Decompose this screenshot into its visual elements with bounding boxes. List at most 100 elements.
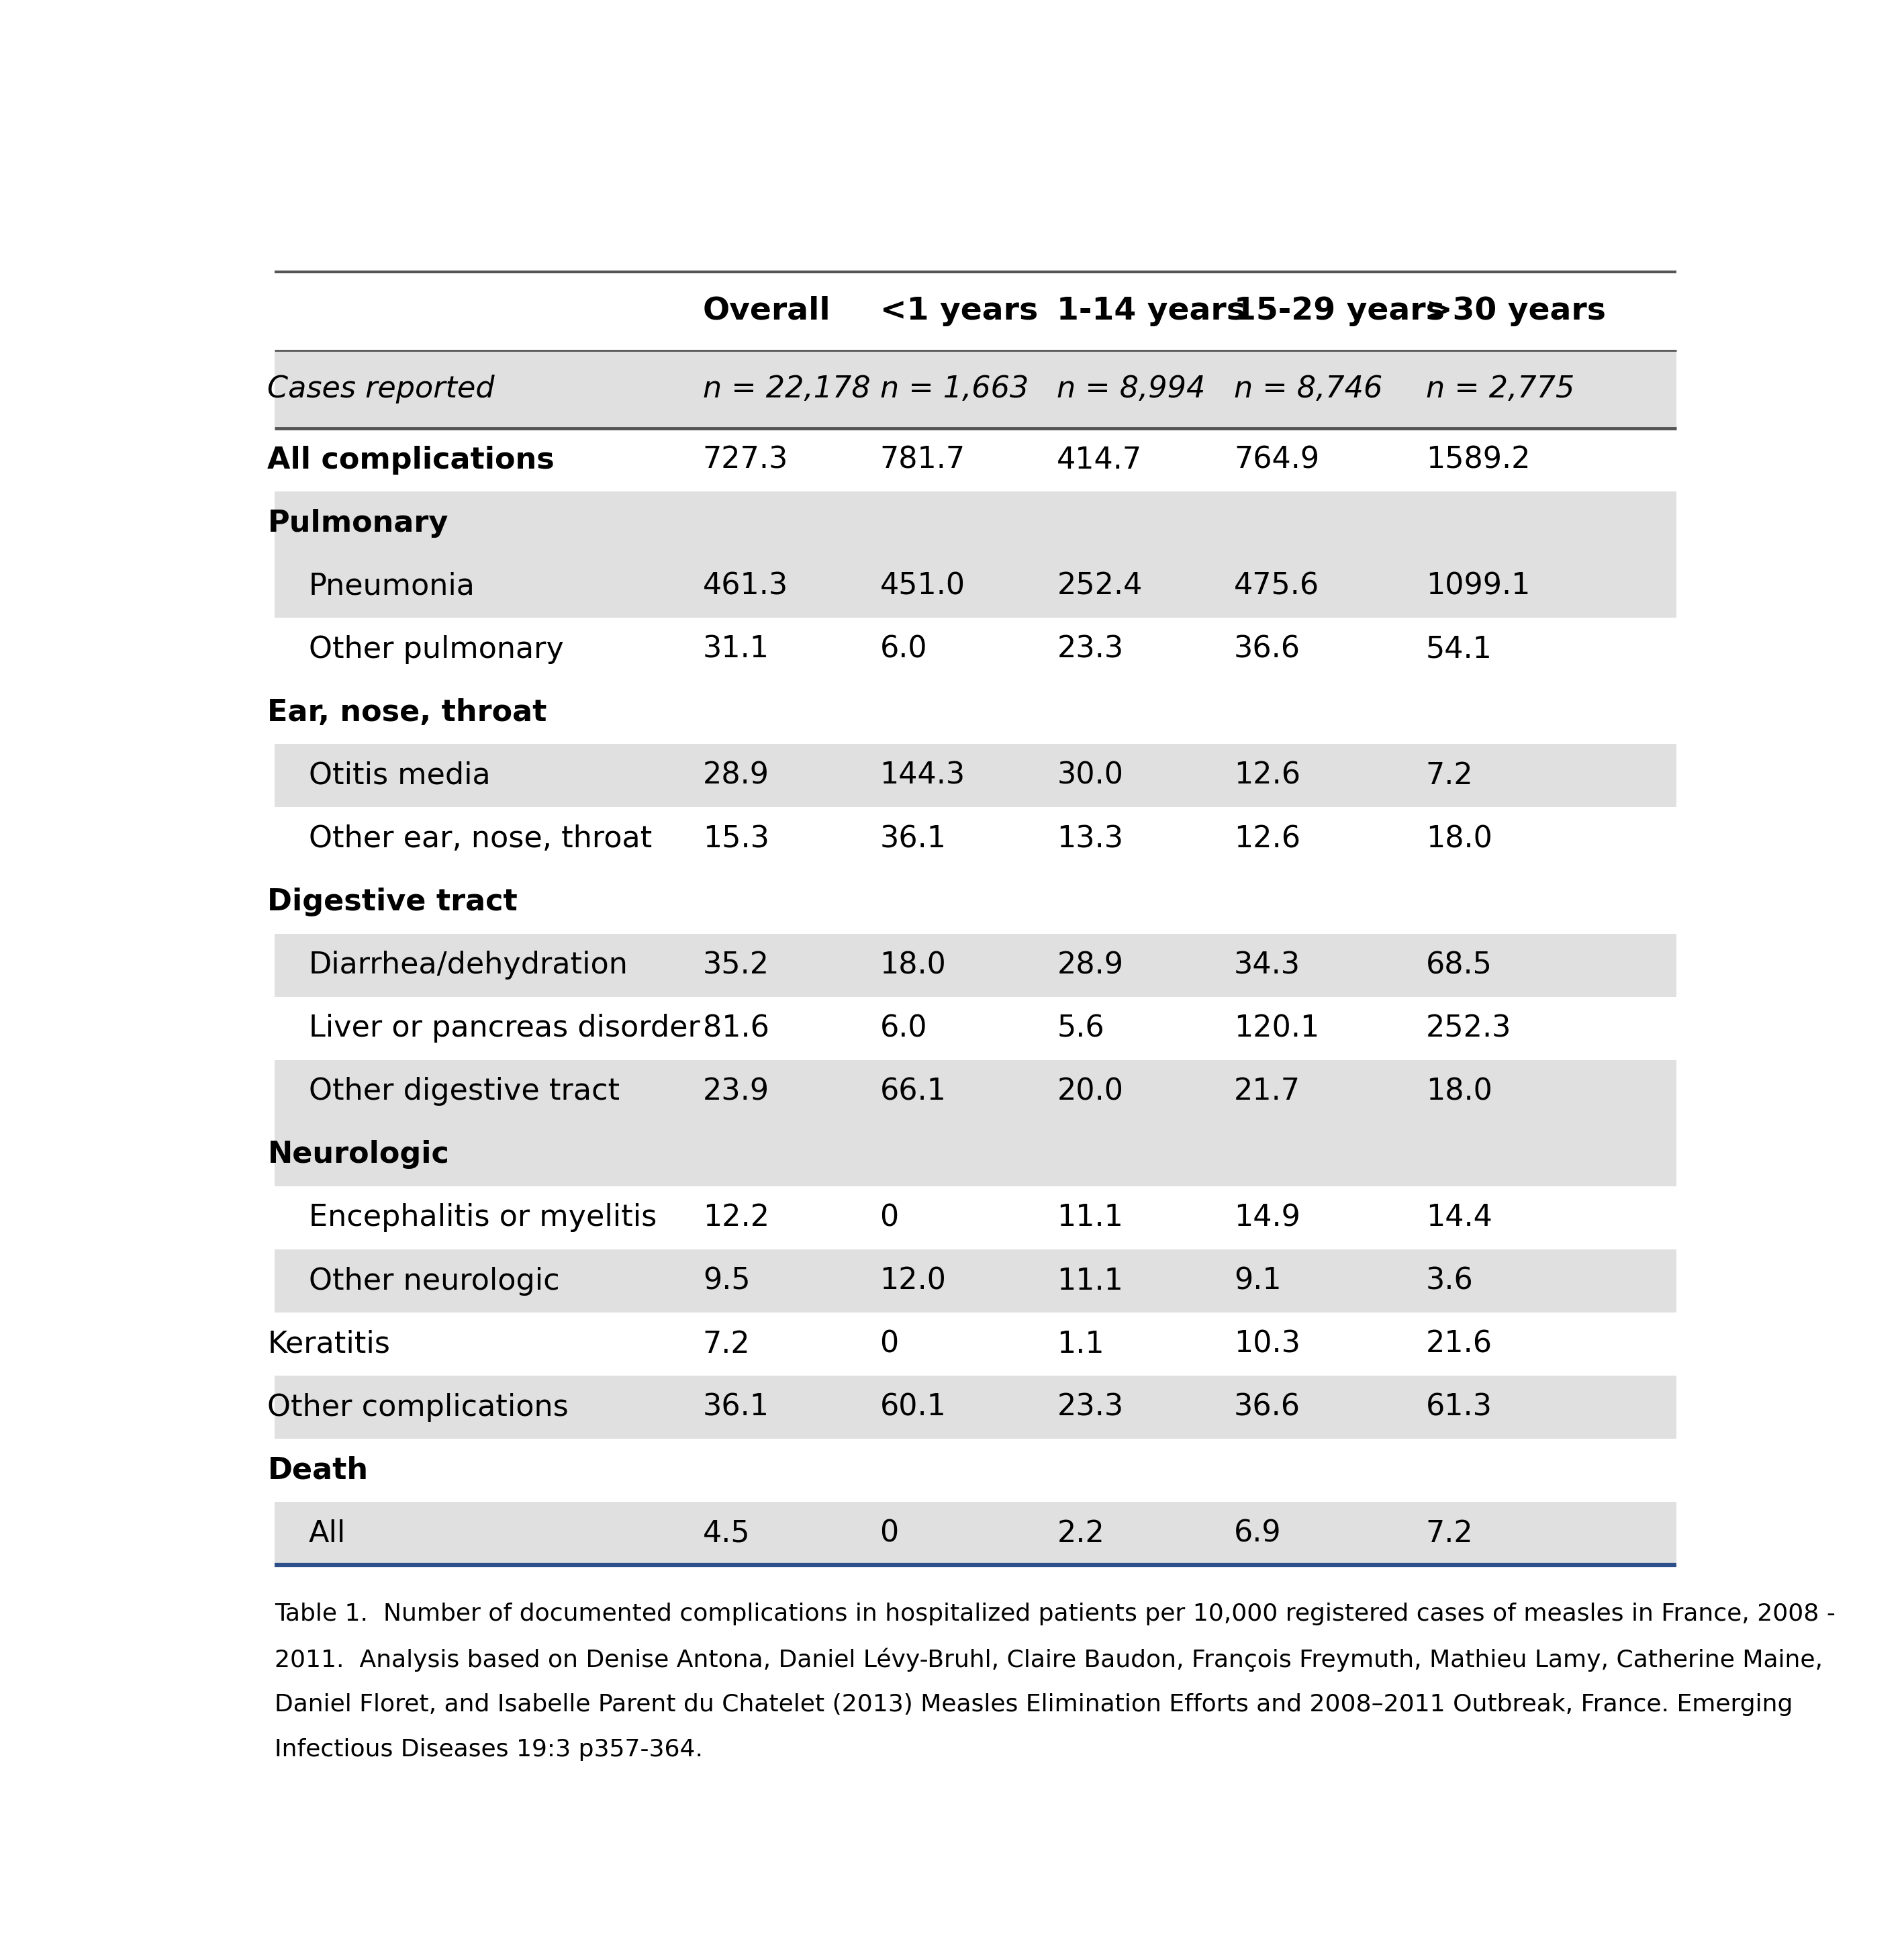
Bar xyxy=(274,1060,1677,1123)
Text: Infectious Diseases 19:3 p357-364.: Infectious Diseases 19:3 p357-364. xyxy=(274,1738,703,1762)
Text: 781.7: 781.7 xyxy=(880,445,965,475)
Text: 12.6: 12.6 xyxy=(1234,762,1300,791)
Text: 1099.1: 1099.1 xyxy=(1426,572,1531,602)
Text: All complications: All complications xyxy=(267,445,554,475)
Text: Keratitis: Keratitis xyxy=(267,1330,390,1359)
Text: 9.5: 9.5 xyxy=(703,1267,750,1295)
Text: Liver or pancreas disorder: Liver or pancreas disorder xyxy=(308,1014,701,1043)
Text: Overall: Overall xyxy=(703,297,830,326)
Text: 15.3: 15.3 xyxy=(703,824,769,853)
Bar xyxy=(274,492,1677,555)
Text: 414.7: 414.7 xyxy=(1057,445,1142,475)
Text: 451.0: 451.0 xyxy=(880,572,965,602)
Bar xyxy=(274,350,1677,428)
Text: 12.2: 12.2 xyxy=(703,1203,769,1232)
Text: 0: 0 xyxy=(880,1519,899,1549)
Text: 1.1: 1.1 xyxy=(1057,1330,1104,1359)
Text: 36.1: 36.1 xyxy=(880,824,946,853)
Text: Diarrhea/dehydration: Diarrhea/dehydration xyxy=(308,951,628,980)
Text: 727.3: 727.3 xyxy=(703,445,788,475)
Text: 0: 0 xyxy=(880,1203,899,1232)
Text: Daniel Floret, and Isabelle Parent du Chatelet (2013) Measles Elimination Effort: Daniel Floret, and Isabelle Parent du Ch… xyxy=(274,1693,1794,1717)
Text: 68.5: 68.5 xyxy=(1426,951,1493,980)
Text: 120.1: 120.1 xyxy=(1234,1014,1319,1043)
Text: 20.0: 20.0 xyxy=(1057,1078,1123,1105)
Text: 61.3: 61.3 xyxy=(1426,1392,1493,1422)
Text: 6.0: 6.0 xyxy=(880,635,927,664)
Text: 0: 0 xyxy=(880,1330,899,1359)
Text: 2.2: 2.2 xyxy=(1057,1519,1104,1549)
Bar xyxy=(274,1123,1677,1185)
Text: All: All xyxy=(308,1519,347,1549)
Text: Ear, nose, throat: Ear, nose, throat xyxy=(267,697,546,727)
Text: Otitis media: Otitis media xyxy=(308,762,491,791)
Bar xyxy=(274,1375,1677,1439)
Text: Other neurologic: Other neurologic xyxy=(308,1267,560,1295)
Text: 12.0: 12.0 xyxy=(880,1267,946,1295)
Text: 252.3: 252.3 xyxy=(1426,1014,1512,1043)
Text: 9.1: 9.1 xyxy=(1234,1267,1281,1295)
Text: Other pulmonary: Other pulmonary xyxy=(308,635,564,664)
Text: 4.5: 4.5 xyxy=(703,1519,750,1549)
Text: 7.2: 7.2 xyxy=(1426,762,1474,791)
Text: 60.1: 60.1 xyxy=(880,1392,946,1422)
Text: Other digestive tract: Other digestive tract xyxy=(308,1078,621,1105)
Text: 475.6: 475.6 xyxy=(1234,572,1319,602)
Text: 36.6: 36.6 xyxy=(1234,635,1300,664)
Text: 23.3: 23.3 xyxy=(1057,635,1123,664)
Text: 21.6: 21.6 xyxy=(1426,1330,1493,1359)
Text: n = 2,775: n = 2,775 xyxy=(1426,375,1575,404)
Text: 34.3: 34.3 xyxy=(1234,951,1300,980)
Text: Neurologic: Neurologic xyxy=(267,1141,449,1170)
Bar xyxy=(274,744,1677,807)
Text: 28.9: 28.9 xyxy=(703,762,769,791)
Text: 7.2: 7.2 xyxy=(703,1330,750,1359)
Text: 14.4: 14.4 xyxy=(1426,1203,1493,1232)
Text: n = 22,178: n = 22,178 xyxy=(703,375,870,404)
Text: 252.4: 252.4 xyxy=(1057,572,1142,602)
Text: Other complications: Other complications xyxy=(267,1392,569,1422)
Text: 10.3: 10.3 xyxy=(1234,1330,1300,1359)
Text: n = 8,746: n = 8,746 xyxy=(1234,375,1382,404)
Text: 23.3: 23.3 xyxy=(1057,1392,1123,1422)
Text: >30 years: >30 years xyxy=(1426,297,1605,326)
Text: <1 years: <1 years xyxy=(880,297,1038,326)
Text: 28.9: 28.9 xyxy=(1057,951,1123,980)
Text: 12.6: 12.6 xyxy=(1234,824,1300,853)
Text: 13.3: 13.3 xyxy=(1057,824,1123,853)
Text: 14.9: 14.9 xyxy=(1234,1203,1300,1232)
Bar xyxy=(274,1250,1677,1312)
Text: 18.0: 18.0 xyxy=(1426,824,1493,853)
Text: 36.1: 36.1 xyxy=(703,1392,769,1422)
Text: 1589.2: 1589.2 xyxy=(1426,445,1531,475)
Text: n = 8,994: n = 8,994 xyxy=(1057,375,1205,404)
Text: n = 1,663: n = 1,663 xyxy=(880,375,1028,404)
Text: Death: Death xyxy=(267,1457,367,1484)
Text: 23.9: 23.9 xyxy=(703,1078,769,1105)
Text: Cases reported: Cases reported xyxy=(267,375,495,404)
Text: 54.1: 54.1 xyxy=(1426,635,1493,664)
Text: 764.9: 764.9 xyxy=(1234,445,1319,475)
Text: 461.3: 461.3 xyxy=(703,572,788,602)
Text: Other ear, nose, throat: Other ear, nose, throat xyxy=(308,824,651,853)
Text: 7.2: 7.2 xyxy=(1426,1519,1474,1549)
Text: 66.1: 66.1 xyxy=(880,1078,946,1105)
Text: 36.6: 36.6 xyxy=(1234,1392,1300,1422)
Text: 35.2: 35.2 xyxy=(703,951,769,980)
Text: 1-14 years: 1-14 years xyxy=(1057,297,1245,326)
Text: 5.6: 5.6 xyxy=(1057,1014,1104,1043)
Text: 6.0: 6.0 xyxy=(880,1014,927,1043)
Text: Table 1.  Number of documented complications in hospitalized patients per 10,000: Table 1. Number of documented complicati… xyxy=(274,1603,1835,1625)
Text: 6.9: 6.9 xyxy=(1234,1519,1281,1549)
Text: 30.0: 30.0 xyxy=(1057,762,1123,791)
Text: 15-29 years: 15-29 years xyxy=(1234,297,1445,326)
Text: 2011.  Analysis based on Denise Antona, Daniel Lévy-Bruhl, Claire Baudon, Franço: 2011. Analysis based on Denise Antona, D… xyxy=(274,1648,1822,1672)
Text: 144.3: 144.3 xyxy=(880,762,965,791)
Text: 21.7: 21.7 xyxy=(1234,1078,1300,1105)
Text: 18.0: 18.0 xyxy=(1426,1078,1493,1105)
Bar xyxy=(274,555,1677,617)
Bar xyxy=(274,1502,1677,1564)
Text: 11.1: 11.1 xyxy=(1057,1267,1123,1295)
Text: 3.6: 3.6 xyxy=(1426,1267,1474,1295)
Bar xyxy=(274,934,1677,996)
